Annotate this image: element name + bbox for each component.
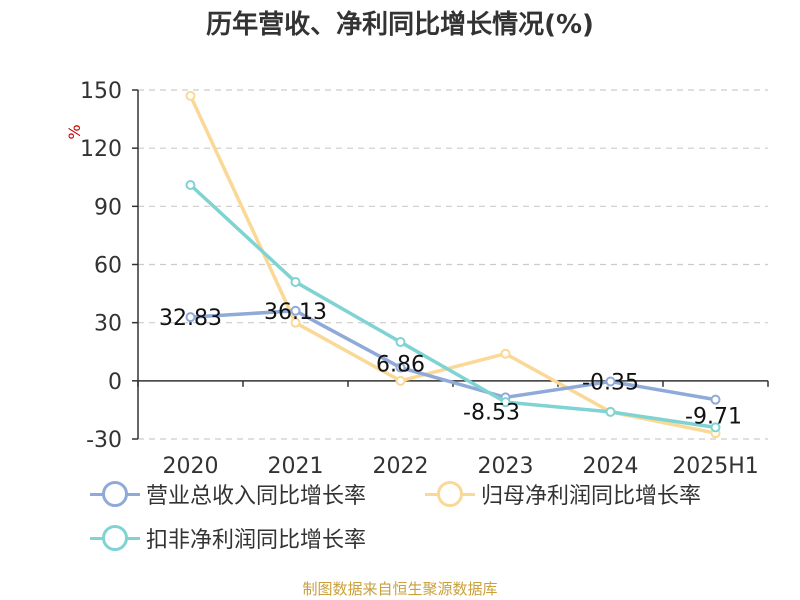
data-label: 32.83 bbox=[159, 306, 222, 331]
source-note: 制图数据来自恒生聚源数据库 bbox=[302, 580, 498, 598]
x-tick-label: 2021 bbox=[268, 454, 324, 479]
series-revenue-point bbox=[605, 376, 616, 387]
legend-circle bbox=[102, 525, 128, 551]
legend-label-net-profit: 归母净利润同比增长率 bbox=[481, 484, 702, 509]
series-revenue-point bbox=[185, 312, 196, 323]
series-net-profit-point bbox=[395, 375, 406, 386]
series-deducted-point bbox=[605, 406, 616, 417]
series-deducted-point bbox=[710, 422, 721, 433]
series-net-profit-point bbox=[290, 317, 301, 328]
series-net-profit-point bbox=[500, 348, 511, 359]
data-label: -0.35 bbox=[582, 371, 639, 396]
series-deducted-line bbox=[188, 183, 718, 430]
series-revenue-point bbox=[710, 394, 721, 405]
y-tick-label: 30 bbox=[94, 312, 122, 337]
chart-title: 历年营收、净利同比增长情况(%) bbox=[206, 10, 594, 40]
series-revenue-point bbox=[290, 305, 301, 316]
y-tick-label: 0 bbox=[108, 370, 122, 395]
series-deducted-point bbox=[185, 180, 196, 191]
legend-label-deducted: 扣非净利润同比增长率 bbox=[146, 528, 367, 553]
y-tick-label: 120 bbox=[80, 137, 122, 162]
series-deducted-point bbox=[290, 276, 301, 287]
legend-marker-net-profit bbox=[425, 479, 475, 509]
x-tick-label: 2020 bbox=[163, 454, 219, 479]
legend-item-net-profit[interactable]: 归母净利润同比增长率 bbox=[425, 474, 701, 514]
series-layer bbox=[185, 90, 721, 439]
y-axis-unit-label: % bbox=[65, 124, 84, 139]
legend-item-deducted[interactable]: 扣非净利润同比增长率 bbox=[90, 518, 366, 558]
data-label: 36.13 bbox=[264, 300, 327, 325]
y-tick-label: 150 bbox=[80, 79, 122, 104]
data-label: -8.53 bbox=[463, 400, 520, 425]
legend-item-revenue[interactable]: 营业总收入同比增长率 bbox=[90, 474, 366, 514]
legend-circle bbox=[102, 481, 128, 507]
data-label: -9.71 bbox=[685, 405, 742, 430]
series-deducted-point bbox=[395, 337, 406, 348]
x-tick-label: 2023 bbox=[478, 454, 534, 479]
legend-label-revenue: 营业总收入同比增长率 bbox=[146, 484, 367, 509]
series-deducted-point bbox=[500, 397, 511, 408]
x-tick-label: 2024 bbox=[583, 454, 639, 479]
y-tick-label: -30 bbox=[86, 428, 122, 453]
data-label: 6.86 bbox=[376, 353, 425, 378]
series-revenue-point bbox=[395, 362, 406, 373]
x-tick-label: 2022 bbox=[373, 454, 429, 479]
legend-marker-deducted bbox=[90, 523, 140, 553]
y-tick-label: 90 bbox=[94, 195, 122, 220]
legend-marker-revenue bbox=[90, 479, 140, 509]
axis-layer: 150 120 90 60 30 0 -30 2020 2021 2022 2023 2024 2025… bbox=[80, 79, 769, 479]
y-tick-label: 60 bbox=[94, 254, 122, 279]
legend-circle bbox=[437, 481, 463, 507]
series-net-profit-point bbox=[185, 90, 196, 101]
series-revenue-line bbox=[188, 309, 718, 402]
x-tick-label: 2025H1 bbox=[672, 454, 759, 479]
data-label-layer: 32.83 36.13 6.86 -8.53 -0.35 -9.71 bbox=[159, 300, 742, 430]
